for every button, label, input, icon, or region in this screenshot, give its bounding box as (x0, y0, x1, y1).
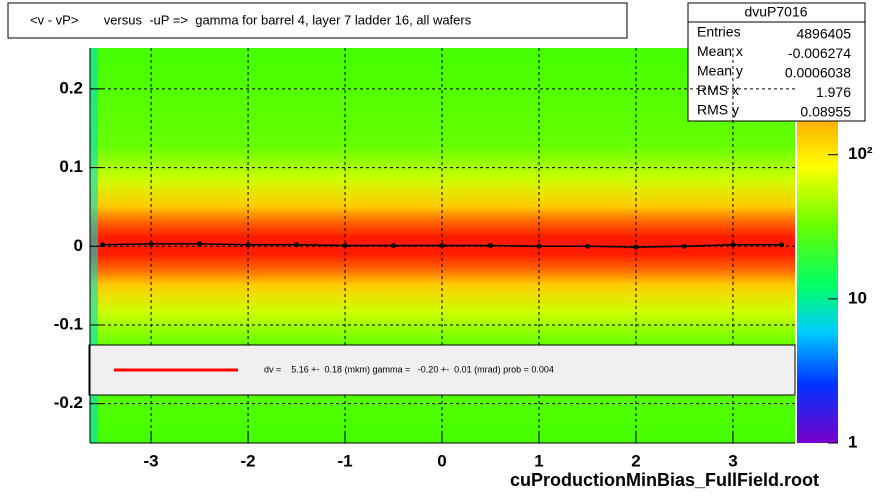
stats-box (687, 2, 866, 122)
profile-point (536, 243, 542, 249)
stats-value: 0.0006038 (785, 65, 851, 81)
stats-title: dvuP7016 (744, 4, 807, 20)
stats-value: 1.976 (816, 84, 851, 100)
profile-point (342, 243, 348, 248)
heatmap-edge (90, 48, 98, 443)
stats-value: -0.006274 (788, 45, 851, 61)
x-tick-label: 0 (437, 451, 446, 470)
profile-point (100, 242, 106, 248)
stats-label: Mean y (697, 63, 743, 79)
stats-value: 0.08955 (800, 104, 851, 120)
profile-point (148, 241, 154, 247)
y-tick-label: 0.1 (59, 157, 83, 176)
z-tick-label: 10² (848, 144, 873, 163)
y-tick-label: -0.2 (54, 393, 83, 412)
profile-point (488, 243, 494, 248)
title-box (7, 2, 628, 39)
x-tick-label: 3 (728, 451, 737, 470)
profile-point (294, 242, 300, 248)
profile-point (584, 243, 590, 249)
stats-label: RMS y (697, 102, 739, 118)
footer: cuProductionMinBias_FullField.root (510, 470, 819, 490)
profile-point (778, 242, 784, 248)
z-tick-label: 1 (848, 432, 857, 451)
profile-point (439, 243, 445, 248)
z-tick-label: 10 (848, 288, 867, 307)
profile-point (633, 244, 639, 250)
stats-label: Mean x (697, 43, 743, 59)
x-tick-label: 2 (631, 451, 640, 470)
stats-label: Entries (697, 24, 741, 40)
x-tick-label: -3 (144, 451, 159, 470)
x-tick-label: -1 (337, 451, 352, 470)
x-tick-label: 1 (534, 451, 543, 470)
y-tick-label: 0.2 (59, 78, 83, 97)
profile-point (391, 243, 397, 248)
profile-point (730, 242, 736, 248)
profile-point (245, 242, 251, 248)
legend-text: dv = 5.16 +- 0.18 (mkm) gamma = -0.20 +-… (264, 364, 554, 374)
chart-title: <v - vP> versus -uP => gamma for barrel … (30, 12, 472, 27)
profile-point (197, 241, 203, 247)
x-tick-label: -2 (241, 451, 256, 470)
y-tick-label: -0.1 (54, 314, 83, 333)
profile-point (681, 243, 687, 249)
stats-value: 4896405 (796, 26, 851, 42)
stats-label: RMS x (697, 82, 739, 98)
y-tick-label: 0 (74, 236, 83, 255)
